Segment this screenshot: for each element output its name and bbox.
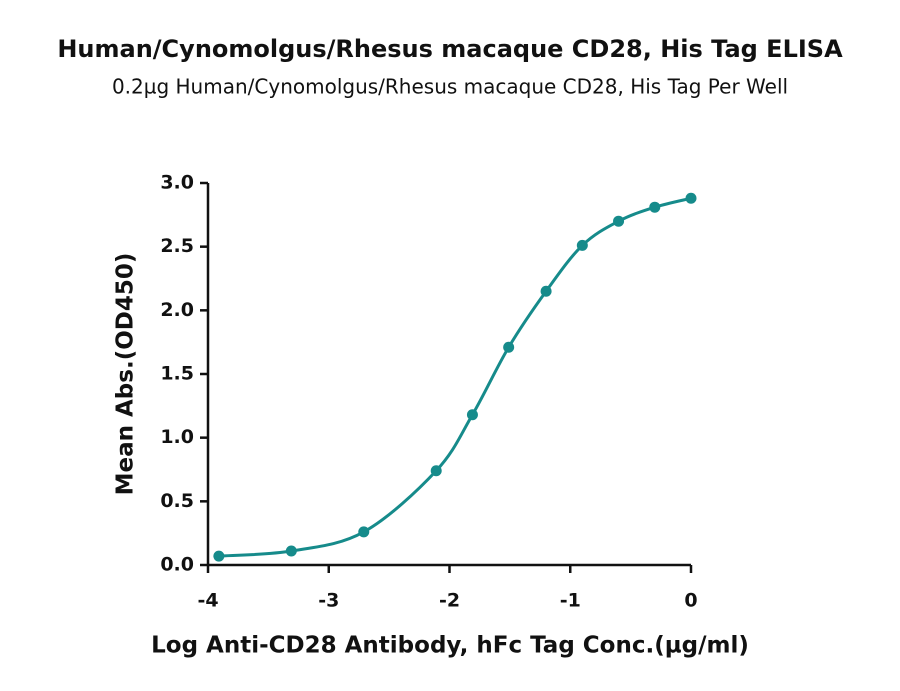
x-tick-label: -3: [318, 590, 339, 612]
y-tick-label: 3.0: [160, 172, 194, 194]
y-tick-label: 0.0: [160, 554, 194, 576]
y-tick-label: 1.5: [160, 363, 194, 385]
chart-subtitle: 0.2µg Human/Cynomolgus/Rhesus macaque CD…: [112, 75, 788, 99]
data-point: [649, 201, 661, 213]
data-point: [685, 192, 697, 204]
y-tick-label: 1.0: [160, 426, 194, 448]
data-point: [466, 409, 478, 421]
data-point: [213, 550, 225, 562]
fit-line: [218, 196, 692, 558]
data-point: [613, 215, 625, 227]
y-tick-label: 2.0: [160, 299, 194, 321]
data-point: [540, 285, 552, 297]
chart-title: Human/Cynomolgus/Rhesus macaque CD28, Hi…: [57, 35, 843, 63]
data-point: [503, 341, 515, 353]
y-tick-label: 0.5: [160, 490, 194, 512]
x-tick-label: 0: [684, 590, 697, 612]
x-axis-label: Log Anti-CD28 Antibody, hFc Tag Conc.(µg…: [151, 633, 749, 659]
x-tick-label: -1: [560, 590, 581, 612]
data-point: [430, 465, 442, 477]
data-point: [285, 545, 297, 557]
x-tick-label: -4: [197, 590, 218, 612]
x-tick-label: -2: [439, 590, 460, 612]
data-point: [576, 239, 588, 251]
y-tick-label: 2.5: [160, 235, 194, 257]
y-axis-label: Mean Abs.(OD450): [113, 253, 139, 496]
data-point: [358, 526, 370, 538]
